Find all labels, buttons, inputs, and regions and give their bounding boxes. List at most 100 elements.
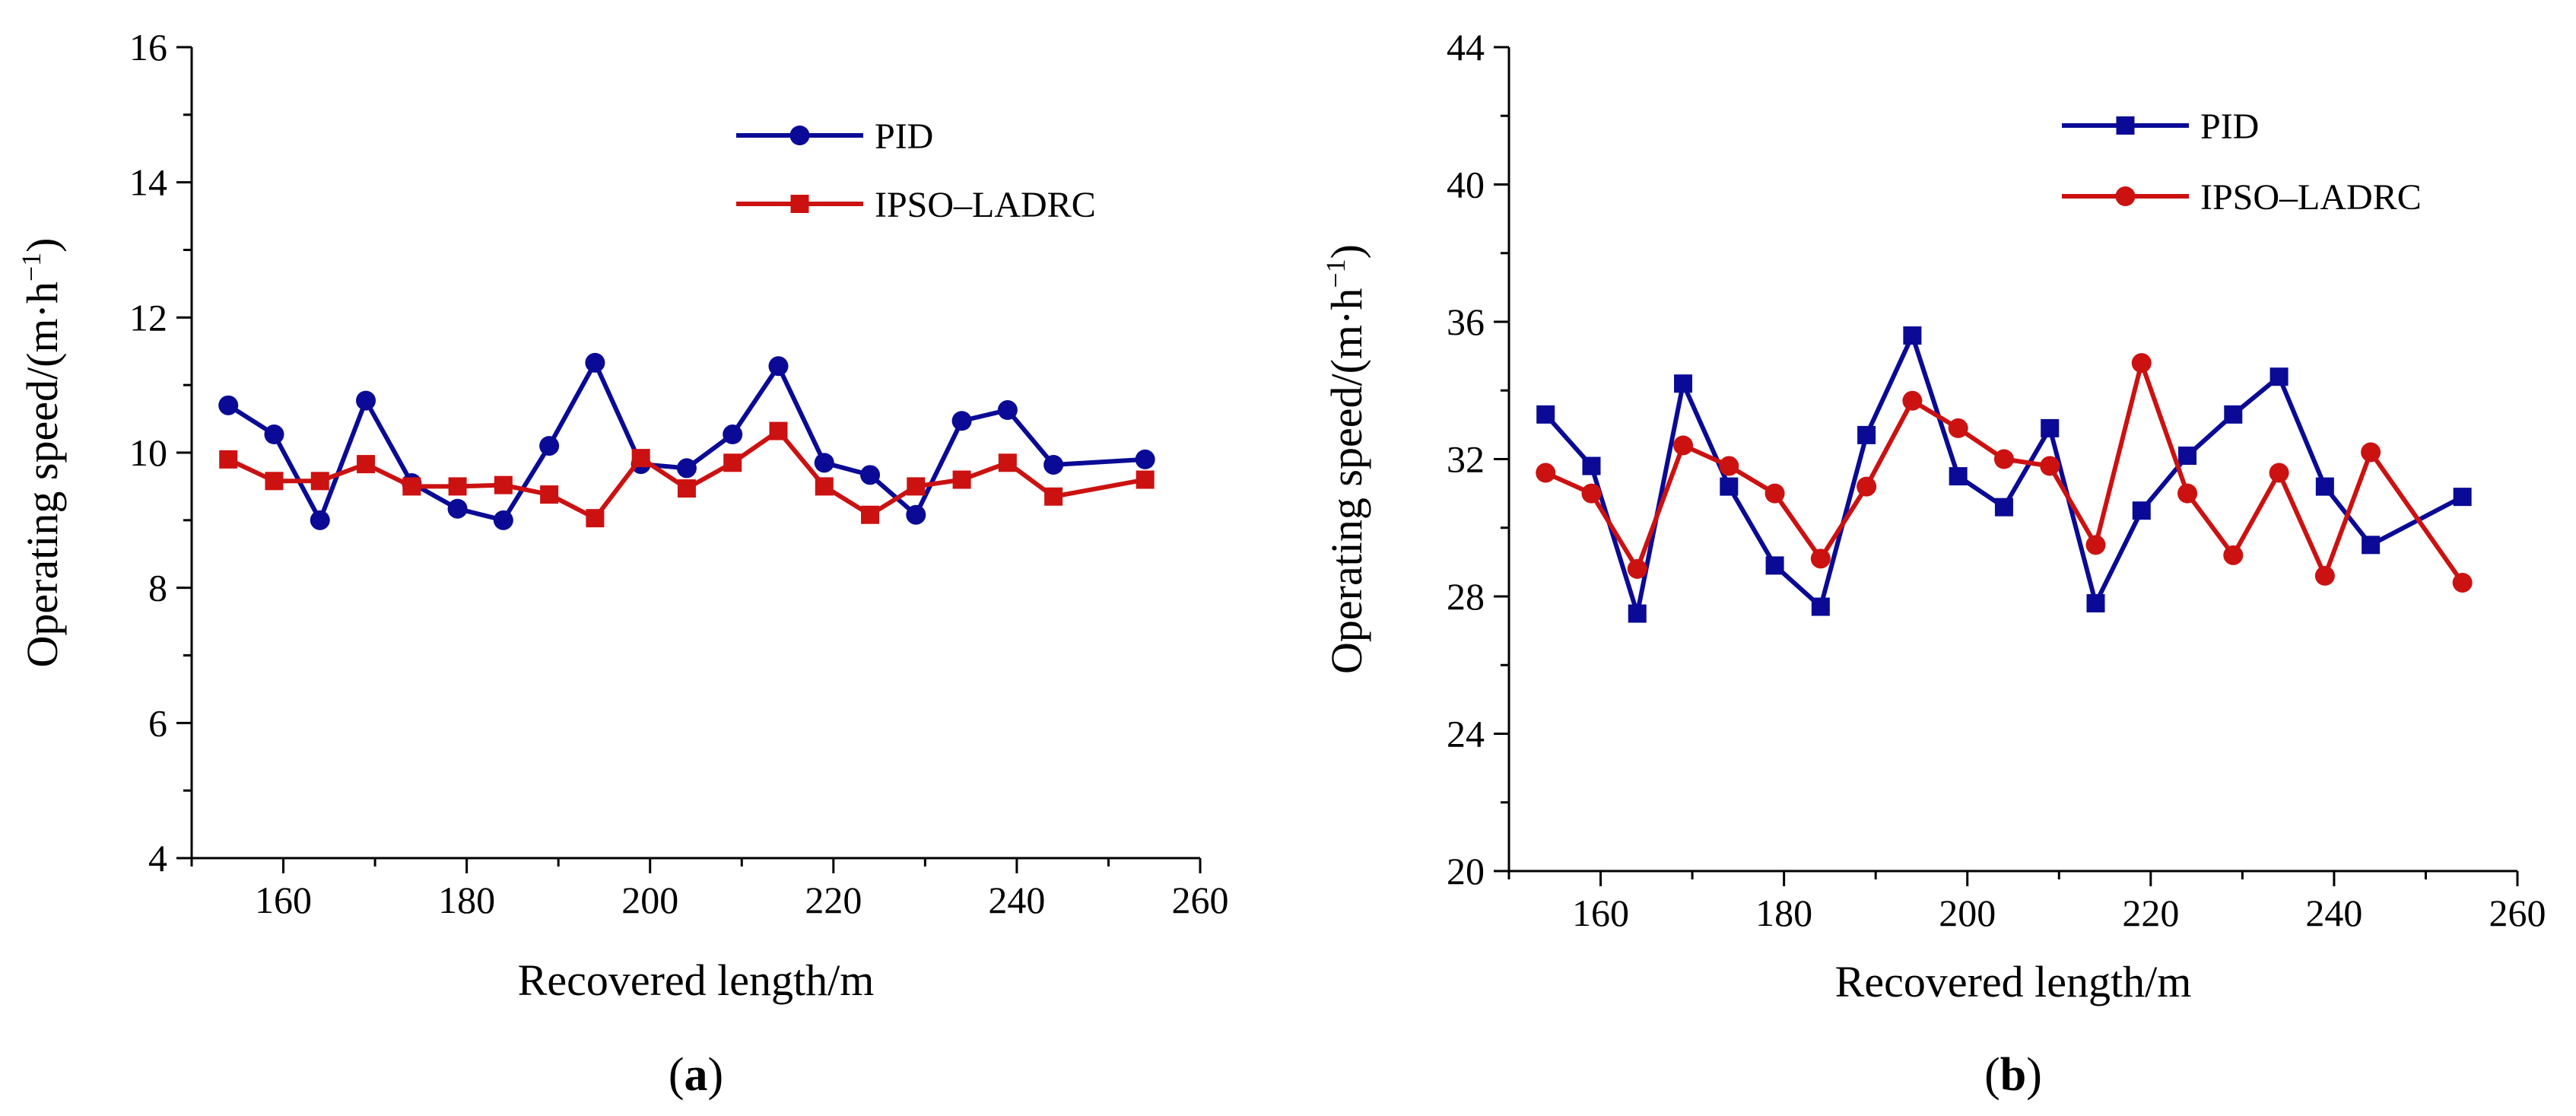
y-axis-title: Operating speed/(m·h−1) xyxy=(1320,244,1371,674)
y-tick-label: 4 xyxy=(148,837,167,879)
data-point xyxy=(448,477,467,496)
y-tick-label: 12 xyxy=(129,296,167,339)
data-point xyxy=(2041,418,2060,437)
data-point xyxy=(1902,390,1923,411)
data-point xyxy=(997,400,1018,421)
data-point xyxy=(1043,454,1064,475)
legend-label: IPSO–LADRC xyxy=(875,185,1096,225)
data-point xyxy=(952,470,971,489)
data-point xyxy=(1948,418,1968,438)
x-tick-label: 260 xyxy=(1172,879,1229,921)
x-tick-label: 220 xyxy=(2122,892,2179,934)
data-point xyxy=(2132,501,2151,520)
data-point xyxy=(1903,326,1922,345)
data-point xyxy=(1136,470,1155,489)
data-point xyxy=(1044,487,1063,506)
y-tick-label: 20 xyxy=(1447,850,1485,892)
data-point xyxy=(723,453,742,472)
panel-label: (a) xyxy=(669,1049,723,1101)
data-point xyxy=(906,504,926,525)
data-point xyxy=(1135,449,1155,469)
data-point xyxy=(2177,483,2198,504)
data-point xyxy=(1536,463,1556,483)
data-point xyxy=(494,475,513,494)
series-line xyxy=(1544,361,2465,584)
legend-label: PID xyxy=(2200,107,2259,147)
x-tick-label: 180 xyxy=(1755,892,1812,934)
x-tick-label: 160 xyxy=(1572,892,1629,934)
y-axis-title: Operating speed/(m·h−1) xyxy=(16,238,67,668)
legend-marker xyxy=(2115,186,2136,206)
data-point xyxy=(723,424,743,445)
data-point xyxy=(2086,594,2105,613)
data-point xyxy=(1582,456,1601,475)
data-point xyxy=(2085,535,2106,555)
y-axis-title-close: ) xyxy=(17,238,67,253)
x-tick-label: 240 xyxy=(988,879,1045,921)
panel-label: (b) xyxy=(1984,1049,2042,1101)
panel-label-open: ( xyxy=(669,1049,684,1101)
y-tick-label: 16 xyxy=(129,26,167,68)
x-tick-label: 260 xyxy=(2489,892,2546,934)
data-point xyxy=(1764,483,1785,504)
data-point xyxy=(631,449,650,468)
legend-marker xyxy=(790,195,809,213)
x-axis-title: Recovered length/m xyxy=(518,955,875,1005)
y-tick-label: 40 xyxy=(1447,164,1485,206)
data-point xyxy=(2452,572,2473,593)
data-point xyxy=(586,509,605,528)
series-pid xyxy=(218,352,1155,530)
data-point xyxy=(2362,536,2381,555)
data-point xyxy=(860,465,881,485)
data-point xyxy=(2269,463,2289,483)
data-point xyxy=(1719,456,1739,476)
y-tick-label: 6 xyxy=(148,701,167,744)
data-point xyxy=(1673,435,1694,456)
y-axis-title-main: Operating speed/(m·h xyxy=(17,281,67,667)
x-tick-label: 180 xyxy=(438,879,495,921)
panel-label-open: ( xyxy=(1984,1049,2000,1101)
panel-label-close: ) xyxy=(708,1049,724,1101)
y-axis-title-exponent: −1 xyxy=(16,253,46,281)
data-point xyxy=(1581,483,1602,504)
chart-panel-a: 160 180 200 220 240 260 4 6 8 10 12 14 16 Recovered l… xyxy=(16,26,1229,1101)
data-point xyxy=(1994,498,2013,517)
y-tick-label: 28 xyxy=(1447,575,1485,618)
x-tick-label: 160 xyxy=(255,879,312,921)
data-point xyxy=(539,436,560,456)
panel-label-close: ) xyxy=(2026,1049,2042,1101)
data-point xyxy=(998,453,1017,472)
series-line xyxy=(227,360,1145,523)
legend: PID IPSO–LADRC xyxy=(2062,107,2422,218)
y-tick-label: 10 xyxy=(129,431,167,474)
y-axis-title-close: ) xyxy=(1322,244,1371,259)
data-point xyxy=(310,472,329,491)
x-tick-label: 200 xyxy=(621,879,678,921)
legend: PID IPSO–LADRC xyxy=(736,116,1096,225)
series-ipso-ladrc xyxy=(1536,353,2473,593)
data-point xyxy=(218,395,239,415)
data-point xyxy=(265,472,284,491)
y-tick-label: 24 xyxy=(1447,713,1485,755)
y-tick-label: 36 xyxy=(1447,300,1485,343)
panel-label-letter: b xyxy=(2000,1049,2026,1101)
data-point xyxy=(677,479,696,498)
data-point xyxy=(951,411,972,431)
data-point xyxy=(815,477,834,496)
data-point xyxy=(676,458,697,479)
y-tick-label: 32 xyxy=(1447,438,1485,481)
data-point xyxy=(2224,405,2243,424)
data-point xyxy=(1720,477,1739,496)
legend-label: IPSO–LADRC xyxy=(2200,177,2422,218)
data-point xyxy=(2269,367,2289,386)
x-tick-label: 240 xyxy=(2305,892,2362,934)
data-point xyxy=(585,352,605,373)
data-point xyxy=(447,498,468,519)
data-point xyxy=(2314,565,2335,586)
data-point xyxy=(356,390,376,411)
chart-panel-b: 160 180 200 220 240 260 20 24 28 32 36 40 44 Recovere… xyxy=(1320,26,2546,1101)
data-point xyxy=(768,356,789,377)
y-tick-label: 44 xyxy=(1447,26,1485,68)
x-tick-label: 200 xyxy=(1939,892,1996,934)
data-point xyxy=(907,477,926,496)
